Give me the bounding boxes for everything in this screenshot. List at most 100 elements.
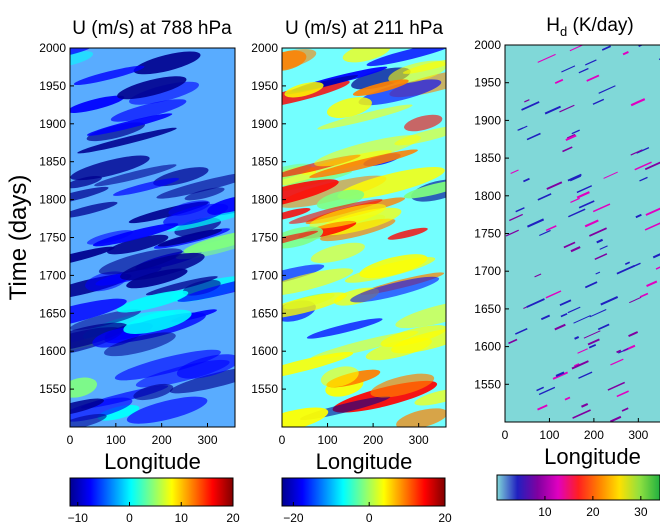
field-streak (601, 45, 612, 51)
field-streak (70, 51, 94, 67)
field-streak (70, 155, 150, 181)
field-streak (570, 197, 580, 204)
field-streak (509, 213, 523, 222)
y-tick-label: 1900 (474, 113, 501, 127)
field-streak (635, 213, 642, 219)
field-streak (621, 407, 629, 412)
field-streak (70, 413, 107, 427)
field-streak (578, 200, 595, 209)
field-streak (352, 79, 409, 96)
x-tick-label: 0 (67, 433, 74, 447)
colorbar-tick-label: 0 (126, 511, 133, 525)
y-tick-label: 1650 (39, 306, 66, 320)
field-streak (607, 381, 626, 391)
x-tick-label: 100 (539, 428, 559, 442)
colorbar (281, 477, 446, 507)
y-tick-label: 1850 (39, 155, 66, 169)
field-streak (326, 97, 372, 119)
field-streak (545, 290, 562, 299)
field-streak (567, 306, 581, 314)
field-streak (598, 85, 616, 94)
field-streak (282, 351, 354, 381)
field-streak (652, 253, 660, 259)
field-streak (395, 299, 446, 329)
title-main: H (546, 15, 560, 36)
field-streak (70, 309, 141, 331)
field-streak (629, 296, 642, 304)
field-streak (309, 149, 418, 178)
x-tick-label: 200 (152, 433, 172, 447)
field-streak (576, 191, 590, 199)
field-streak (622, 51, 629, 56)
field-streak (70, 246, 115, 269)
field-streak (116, 290, 189, 313)
field-streak (104, 332, 176, 357)
field-streak (655, 266, 660, 270)
x-tick-label: 300 (409, 433, 429, 447)
field-streak (117, 76, 187, 100)
field-streak (603, 171, 618, 179)
field-streak (536, 386, 544, 392)
field-streak (578, 371, 593, 379)
y-tick-label: 1650 (474, 302, 501, 316)
field-streak (539, 229, 551, 237)
field-streak (570, 246, 581, 253)
colorbar-tick-label: −20 (283, 511, 304, 525)
y-tick-label: 1750 (39, 231, 66, 245)
field-streak (70, 186, 109, 206)
field-streak (569, 174, 582, 182)
field-streak (163, 203, 229, 227)
field-streak (537, 53, 556, 63)
panel-title: U (m/s) at 788 hPa (72, 18, 232, 39)
y-tick-label: 1850 (474, 151, 501, 165)
field-streak (639, 292, 649, 298)
y-tick-label: 1800 (251, 193, 278, 207)
title-main: U (m/s) at 788 hPa (72, 18, 232, 39)
field-streak (282, 208, 311, 221)
field-streak (366, 48, 446, 67)
field-streak (534, 273, 542, 278)
field-streak (595, 271, 601, 275)
field-streak (559, 104, 575, 113)
field-streak (169, 365, 235, 394)
field-streak (510, 169, 519, 174)
y-tick-label: 1700 (251, 268, 278, 282)
y-tick-label: 1950 (251, 79, 278, 93)
field-streak (282, 292, 348, 319)
field-streak (73, 65, 145, 86)
field-streak (592, 98, 605, 105)
x-axis-label: Longitude (544, 444, 641, 469)
colorbar-tick-label: 0 (366, 511, 373, 525)
field-streak (574, 335, 580, 340)
field-streak (157, 228, 223, 247)
field-streak (573, 363, 580, 367)
y-tick-label: 1650 (251, 306, 278, 320)
field (282, 48, 446, 427)
field-streak (572, 409, 591, 419)
field-streak (350, 276, 440, 303)
y-tick-label: 1700 (474, 264, 501, 278)
x-tick-label: 0 (502, 428, 509, 442)
title-subscript: d (560, 24, 567, 39)
field-streak (554, 78, 564, 84)
field-streak (126, 396, 208, 424)
field-streak (282, 49, 317, 71)
field-streak (644, 161, 660, 171)
field-streak (594, 253, 608, 261)
field-streak (577, 348, 588, 354)
field-streak (562, 146, 573, 153)
y-tick-label: 1600 (39, 344, 66, 358)
field-streak (97, 404, 140, 421)
field-streak (566, 133, 576, 139)
y-tick-label: 1550 (251, 382, 278, 396)
field-streak (314, 135, 421, 167)
field-streak (515, 207, 525, 213)
colorbar-tick-label: 20 (438, 511, 452, 525)
field-streak (284, 82, 324, 98)
field-streak (610, 358, 624, 366)
x-axis-label: Longitude (316, 449, 413, 474)
field-streak (630, 98, 646, 107)
field-streak (404, 114, 443, 132)
field-streak (176, 354, 235, 379)
field-streak (514, 327, 528, 335)
